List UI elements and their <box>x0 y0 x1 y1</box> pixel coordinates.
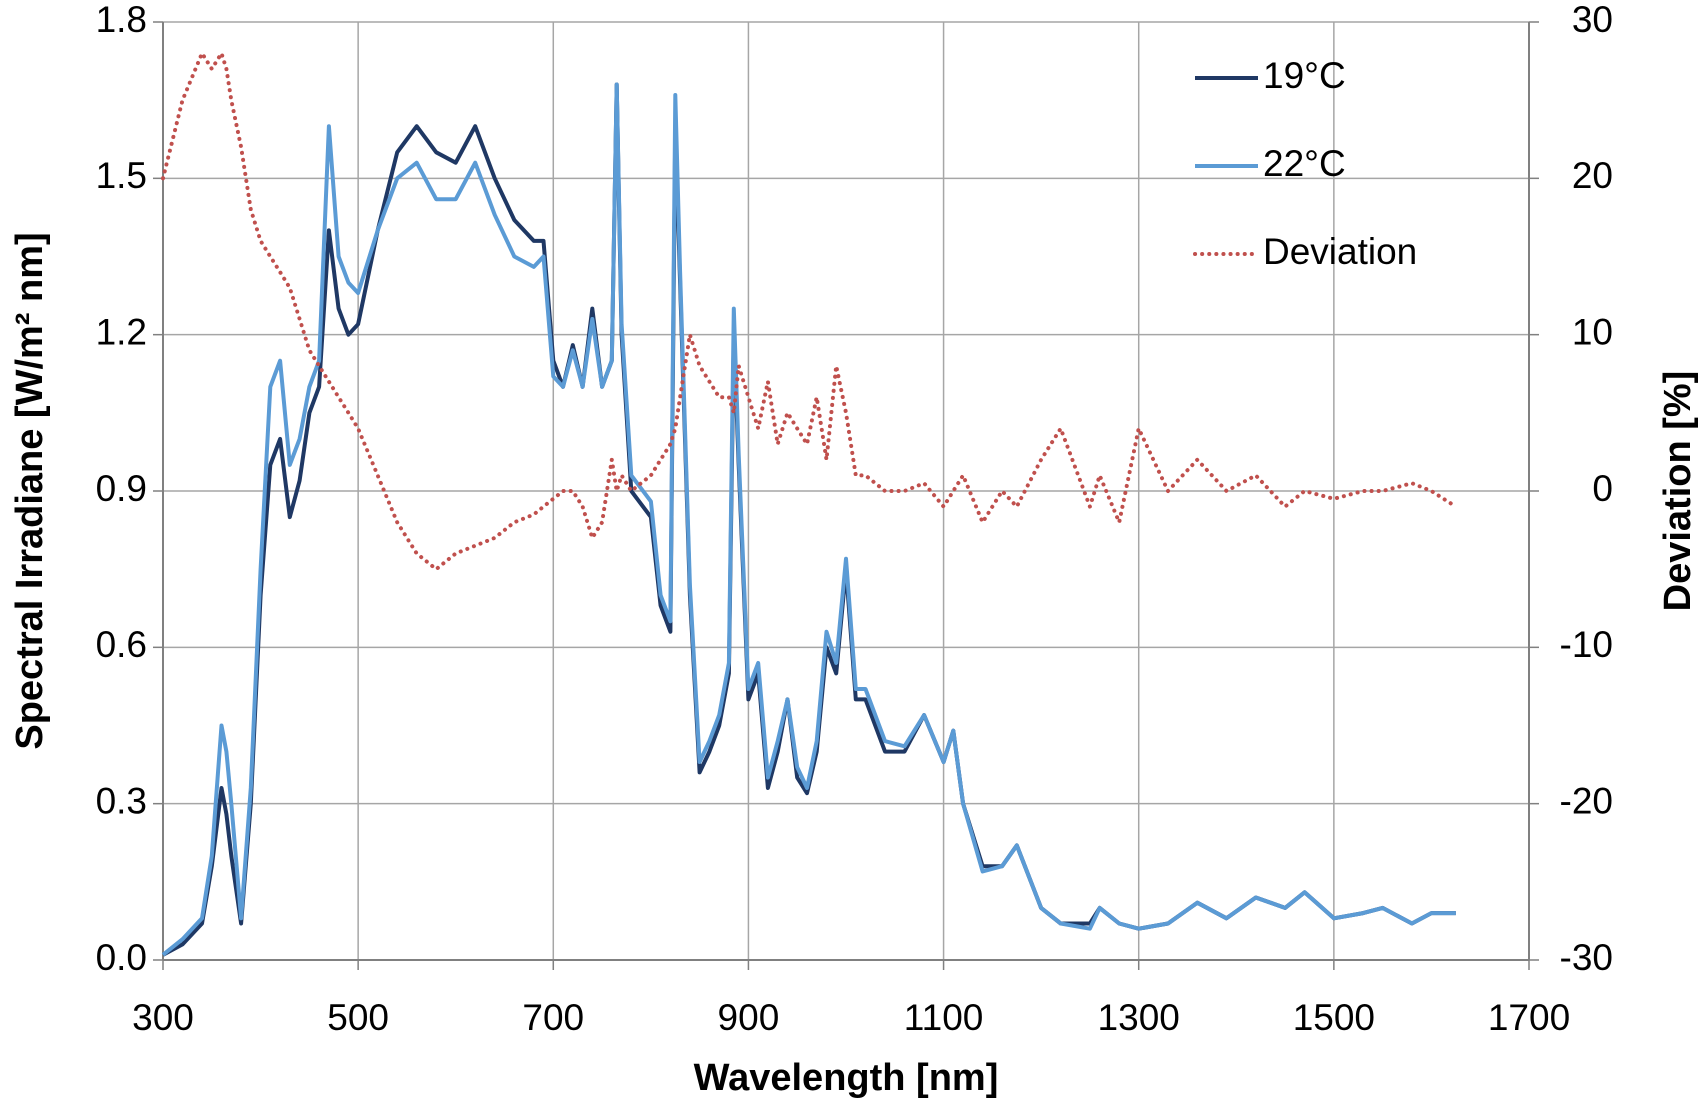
y-tick-label: 0.3 <box>96 780 147 821</box>
legend-label: 22°C <box>1263 143 1346 184</box>
x-tick-label: 1300 <box>1098 997 1180 1038</box>
y2-tick-label: -10 <box>1560 624 1613 665</box>
legend-label: Deviation <box>1263 231 1417 272</box>
y-axis-title: Spectral Irradiane [W/m² nm] <box>9 232 51 749</box>
series-line <box>162 82 1456 957</box>
x-tick-label: 900 <box>718 997 780 1038</box>
y-tick-label: 0.9 <box>96 468 147 509</box>
y2-tick-label: -20 <box>1560 780 1613 821</box>
y-tick-label: 1.8 <box>96 0 147 40</box>
y2-tick-label: -30 <box>1560 937 1613 978</box>
y2-tick-label: 20 <box>1572 155 1613 196</box>
y-tick-label: 0.0 <box>96 937 147 978</box>
y-tick-label: 1.5 <box>96 155 147 196</box>
series-line <box>161 51 1458 572</box>
y-tick-label: 1.2 <box>96 311 147 352</box>
x-tick-label: 500 <box>327 997 389 1038</box>
x-tick-label: 700 <box>522 997 584 1038</box>
y2-axis-title: Deviation [%] <box>1657 371 1699 612</box>
legend-label: 19°C <box>1263 55 1346 96</box>
x-tick-label: 1500 <box>1293 997 1375 1038</box>
x-tick-label: 300 <box>132 997 194 1038</box>
y-tick-label: 0.6 <box>96 624 147 665</box>
series-line <box>161 82 1456 957</box>
y2-tick-label: 10 <box>1572 311 1613 352</box>
x-tick-label: 1700 <box>1488 997 1570 1038</box>
y2-tick-label: 0 <box>1592 468 1613 509</box>
x-tick-label: 1100 <box>904 997 984 1038</box>
y2-tick-label: 30 <box>1572 0 1613 40</box>
x-axis-title: Wavelength [nm] <box>694 1057 999 1099</box>
